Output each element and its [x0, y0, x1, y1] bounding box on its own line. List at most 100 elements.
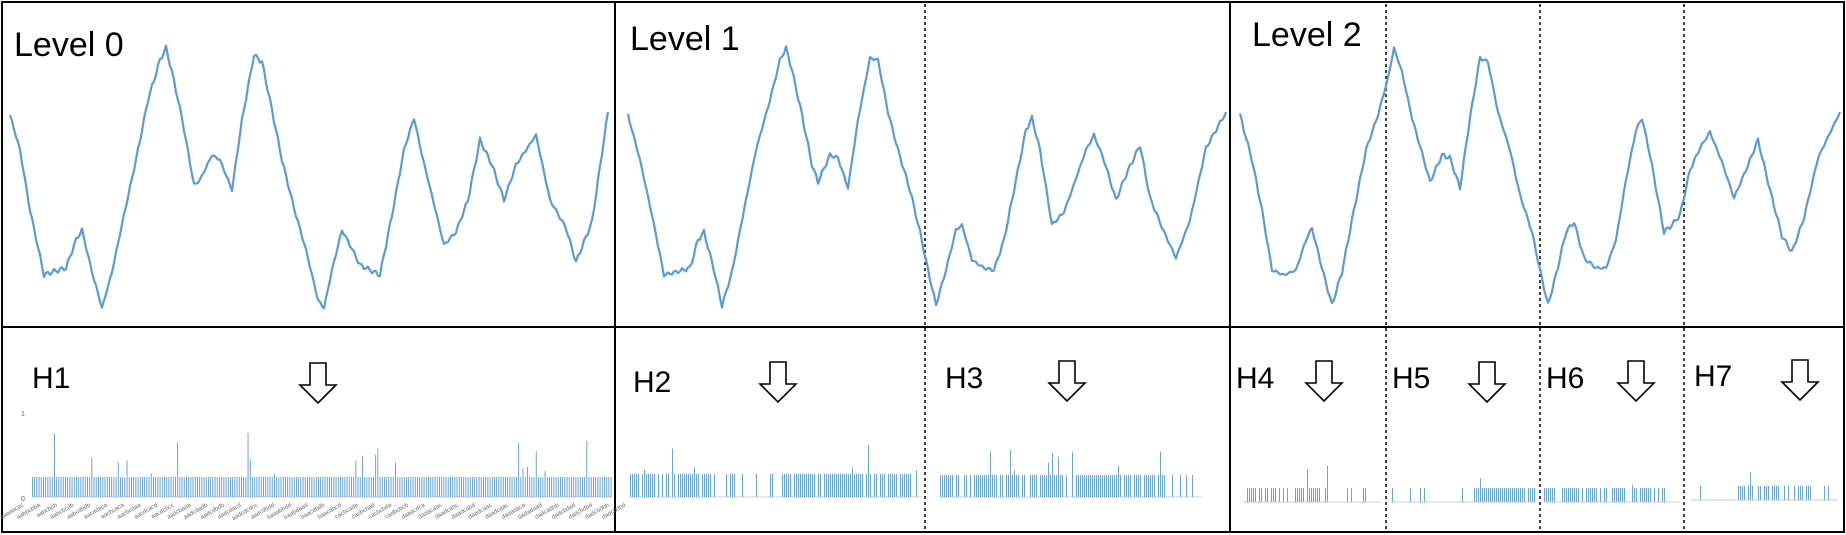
- histogram-bar: [1052, 453, 1053, 497]
- level-1-label: Level 1: [630, 20, 740, 58]
- histogram-bar: [579, 477, 581, 497]
- histogram-bar: [910, 474, 911, 497]
- histogram-bar: [1614, 488, 1615, 502]
- histogram-bar: [445, 477, 447, 497]
- histogram-bar: [1032, 475, 1033, 497]
- histogram-bar: [513, 477, 515, 497]
- histogram-bar: [241, 477, 242, 497]
- histogram-bar: [840, 474, 841, 497]
- histogram-bar: [89, 477, 91, 497]
- histogram-bar: [320, 477, 322, 497]
- histogram-bar: [648, 474, 649, 497]
- histogram-bar: [1510, 488, 1511, 502]
- histogram-bar: [1700, 486, 1701, 500]
- histogram-bar: [274, 474, 275, 497]
- histogram-bar: [1096, 475, 1097, 497]
- histogram-bar: [252, 477, 253, 497]
- arrow-group: [298, 359, 1820, 405]
- histogram-bar: [688, 474, 689, 497]
- histogram-bar: [249, 459, 251, 497]
- histogram-bar: [1554, 488, 1555, 502]
- histogram-bar: [1768, 486, 1769, 500]
- histogram-bar: [595, 477, 597, 497]
- histogram-bar: [810, 474, 811, 497]
- frame-level-0: [1, 1, 616, 533]
- histogram-bar: [309, 477, 311, 497]
- histogram-bar: [322, 477, 324, 497]
- histogram-bar: [247, 432, 249, 497]
- waveform-level-0: [8, 44, 610, 310]
- histogram-bar: [166, 477, 168, 497]
- histogram-bar: [958, 475, 959, 497]
- histogram-bar: [1490, 488, 1491, 502]
- histogram-bar: [900, 474, 901, 497]
- histogram-bar: [584, 477, 586, 497]
- histogram-bar: [496, 477, 498, 497]
- histogram-bar: [650, 474, 651, 497]
- histogram-bar: [610, 477, 612, 497]
- histogram-bar: [430, 477, 432, 497]
- histogram-bar: [678, 474, 679, 497]
- histogram-bar: [161, 477, 163, 497]
- histogram-bar: [370, 477, 372, 497]
- histogram-bar: [139, 477, 141, 497]
- h1-ytick-bottom: 0: [21, 496, 25, 503]
- histogram-bar: [1522, 488, 1523, 502]
- histogram-bar: [1140, 475, 1141, 497]
- histogram-bar: [1788, 486, 1789, 500]
- histogram-bar: [1138, 475, 1139, 497]
- histogram-bar: [1658, 488, 1659, 502]
- histogram-bar: [842, 474, 843, 497]
- histogram-bar: [238, 477, 240, 497]
- histogram-bar: [1596, 488, 1597, 502]
- histogram-bar: [593, 477, 594, 497]
- histogram-bar: [588, 477, 590, 497]
- histogram-bar: [794, 474, 795, 497]
- histogram-bar: [271, 477, 273, 497]
- histogram-bar: [348, 477, 350, 497]
- histogram-h4: [1243, 466, 1382, 503]
- histogram-bar: [1060, 475, 1061, 497]
- histogram-bar: [1046, 475, 1047, 497]
- histogram-bar: [408, 477, 410, 497]
- histogram-bar: [860, 474, 861, 497]
- histogram-bar: [1066, 475, 1067, 497]
- histogram-bar: [1058, 457, 1059, 497]
- histogram-bar: [359, 477, 361, 497]
- histogram-bar: [1794, 486, 1795, 500]
- histogram-bar: [267, 477, 269, 497]
- histogram-bar: [71, 477, 73, 497]
- histogram-bar: [186, 477, 187, 497]
- histogram-bar: [852, 467, 853, 497]
- histogram-bar: [1606, 488, 1607, 502]
- histogram-bar: [377, 448, 379, 497]
- histogram-bar: [1265, 488, 1266, 502]
- histogram-bar: [509, 477, 511, 497]
- histogram-bar: [56, 477, 58, 497]
- histogram-bar: [994, 475, 995, 497]
- histogram-bar: [798, 474, 799, 497]
- histogram-bar: [1084, 475, 1085, 497]
- histogram-bar: [830, 474, 831, 497]
- histogram-bar: [122, 477, 124, 497]
- histogram-bar: [944, 475, 945, 497]
- histogram-bar: [113, 477, 115, 497]
- histogram-bar: [1570, 488, 1571, 502]
- histogram-bar: [256, 477, 258, 497]
- histogram-bar: [67, 477, 69, 497]
- histogram-bar: [1118, 466, 1119, 497]
- histogram-bar: [73, 477, 75, 497]
- histogram-label-h6: H6: [1546, 362, 1584, 395]
- histogram-bar: [531, 477, 533, 497]
- histogram-bar: [1287, 488, 1288, 502]
- histogram-bar: [916, 470, 917, 497]
- histogram-bar: [1578, 488, 1579, 502]
- histogram-bar: [315, 477, 317, 497]
- histogram-bar: [1279, 488, 1280, 502]
- histogram-bar: [1646, 488, 1647, 502]
- histogram-bar: [40, 477, 42, 497]
- histogram-bar: [258, 477, 260, 497]
- histogram-bar: [483, 477, 484, 497]
- histogram-bar: [802, 474, 803, 497]
- histogram-bar: [597, 477, 599, 497]
